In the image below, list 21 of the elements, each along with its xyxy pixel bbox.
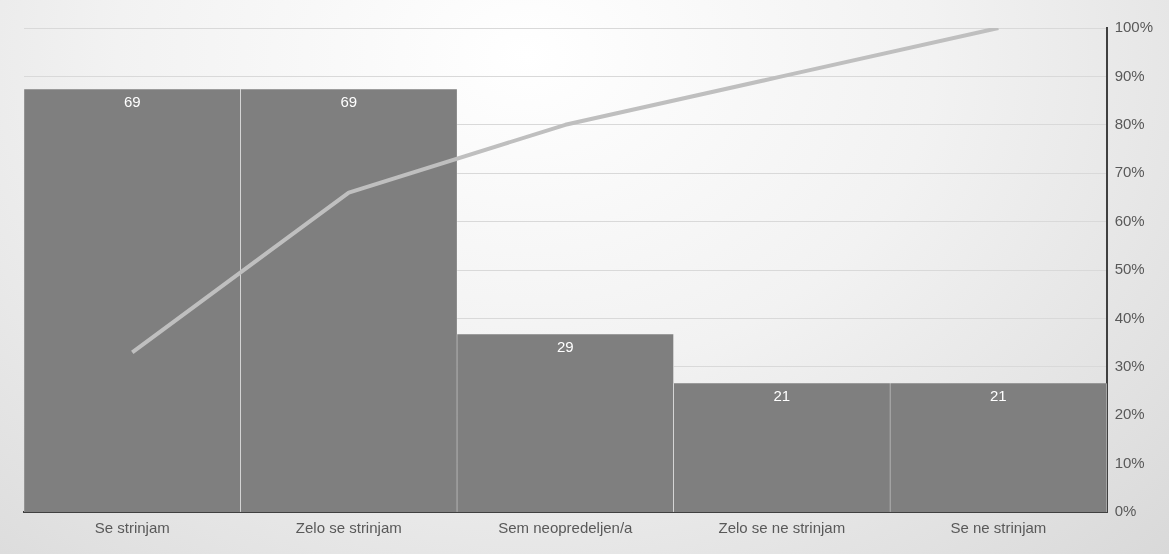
data-label: 69 <box>123 92 141 110</box>
data-label: 69 <box>340 92 358 110</box>
x-tick-label: Sem neopredeljen/a <box>498 519 634 537</box>
data-label: 29 <box>556 337 574 355</box>
x-tick-label: Se strinjam <box>94 519 170 537</box>
x-tick-label: Zelo se ne strinjam <box>718 519 846 537</box>
y2-tick-label: 80% <box>1114 114 1145 132</box>
y2-tick-label: 100% <box>1114 18 1154 36</box>
data-label: 21 <box>990 386 1007 404</box>
y2-tick-label: 10% <box>1114 453 1145 471</box>
y2-tick-label: 0% <box>1114 502 1137 520</box>
x-tick-label: Zelo se strinjam <box>295 519 402 537</box>
y2-tick-label: 50% <box>1114 260 1145 278</box>
y2-tick-label: 90% <box>1114 66 1145 84</box>
data-label: 21 <box>773 386 791 404</box>
y2-tick-label: 20% <box>1114 405 1145 423</box>
y2-tick-label: 30% <box>1114 356 1145 374</box>
x-tick-label: Se ne strinjam <box>950 519 1047 537</box>
y2-tick-label: 60% <box>1114 211 1145 229</box>
y2-tick-label: 40% <box>1114 308 1145 326</box>
y2-tick-label: 70% <box>1114 163 1145 181</box>
